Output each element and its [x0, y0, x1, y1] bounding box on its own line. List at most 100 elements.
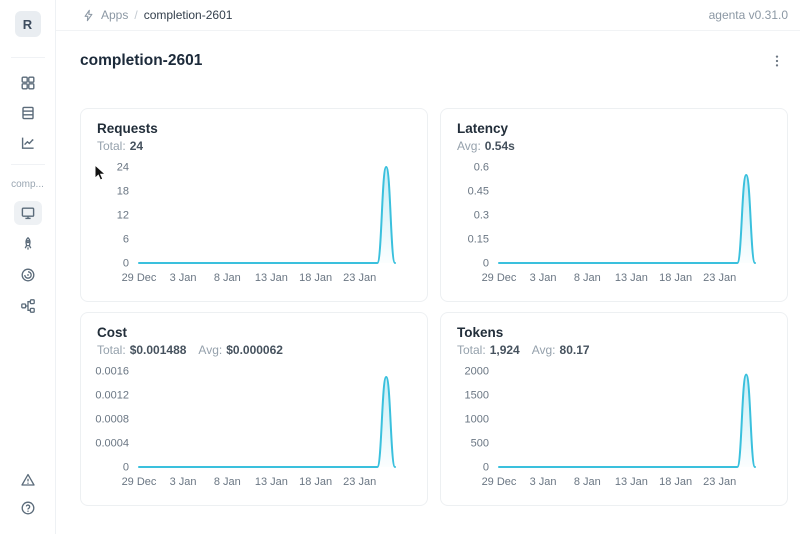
sidebar-item-deployment[interactable]: [14, 232, 42, 256]
sidebar-item-observability[interactable]: [14, 263, 42, 287]
breadcrumb: Apps / completion-2601: [82, 8, 232, 22]
avatar[interactable]: R: [14, 11, 41, 37]
charts-grid: Requests Total: 24 0 6 12 18 24 29 Dec 3 Jan 8 J…: [80, 108, 788, 506]
sidebar-item-alerts[interactable]: [14, 468, 42, 492]
stat-avg: Avg: $0.000062: [198, 343, 283, 357]
tokens-chart: 0 500 1000 1500 2000 29 Dec 3 Jan 8 Jan 13 Jan 18…: [465, 366, 756, 488]
card-title: Cost: [97, 325, 127, 340]
sidebar-item-apps[interactable]: [14, 71, 42, 95]
sidebar-item-analytics[interactable]: [14, 131, 42, 155]
svg-text:0.15: 0.15: [468, 234, 489, 246]
breadcrumb-separator: /: [134, 8, 138, 22]
svg-text:29 Dec: 29 Dec: [122, 272, 157, 284]
svg-text:12: 12: [117, 210, 129, 222]
cost-chart: 0 0.0004 0.0008 0.0012 0.0016 29 Dec 3 Jan 8 Ja…: [95, 366, 396, 488]
stat-total: Total: 1,924: [457, 343, 520, 357]
stat-total: Total: 24: [97, 139, 144, 153]
breadcrumb-apps-link[interactable]: Apps: [101, 8, 129, 22]
stat-avg: Avg: 80.17: [531, 343, 590, 357]
analytics-chart-icon: [20, 135, 36, 151]
sidebar-section-label: comp...: [11, 179, 44, 190]
sidebar-divider: [10, 57, 45, 58]
svg-text:24: 24: [117, 162, 129, 174]
requests-chart: 0 6 12 18 24 29 Dec 3 Jan 8 Jan 13 Jan 18 Jan 23 J…: [117, 162, 396, 284]
svg-text:18 Jan: 18 Jan: [299, 272, 332, 284]
svg-text:18 Jan: 18 Jan: [299, 476, 332, 488]
card-stats: Avg: 0.54s: [457, 139, 771, 153]
traces-tree-icon: [20, 298, 36, 314]
card-title: Requests: [97, 121, 158, 136]
alerts-warning-icon: [20, 472, 36, 488]
svg-text:1000: 1000: [465, 414, 489, 426]
apps-grid-icon: [20, 75, 36, 91]
svg-text:0: 0: [483, 258, 489, 270]
cost-card: Cost Total: $0.001488 Avg: $0.000062 0 0.000…: [80, 312, 428, 506]
sidebar-bottom-nav: [14, 468, 42, 520]
card-stats: Total: 1,924 Avg: 80.17: [457, 343, 771, 357]
svg-text:3 Jan: 3 Jan: [170, 272, 197, 284]
latency-chart: 0 0.15 0.3 0.45 0.6 29 Dec 3 Jan 8 Jan 13 Jan 18 …: [468, 162, 756, 284]
card-title: Tokens: [457, 325, 504, 340]
svg-text:0.0016: 0.0016: [95, 366, 129, 378]
svg-text:18: 18: [117, 186, 129, 198]
svg-text:23 Jan: 23 Jan: [343, 476, 376, 488]
kebab-menu-icon[interactable]: [766, 50, 788, 72]
svg-text:8 Jan: 8 Jan: [574, 476, 601, 488]
app-version: agenta v0.31.0: [708, 8, 788, 22]
card-title: Latency: [457, 121, 509, 136]
svg-text:8 Jan: 8 Jan: [214, 272, 241, 284]
breadcrumb-current: completion-2601: [143, 8, 233, 22]
svg-text:29 Dec: 29 Dec: [482, 272, 517, 284]
sidebar-app-nav: [13, 201, 42, 318]
svg-text:13 Jan: 13 Jan: [615, 476, 648, 488]
sidebar-item-traces[interactable]: [14, 294, 42, 318]
svg-text:18 Jan: 18 Jan: [659, 272, 692, 284]
flash-icon: [82, 9, 95, 22]
svg-text:0.45: 0.45: [468, 186, 489, 198]
card-stats: Total: 24: [97, 139, 411, 153]
svg-text:3 Jan: 3 Jan: [530, 272, 557, 284]
overview-monitor-icon: [20, 205, 36, 221]
svg-text:23 Jan: 23 Jan: [343, 272, 376, 284]
svg-text:13 Jan: 13 Jan: [615, 272, 648, 284]
tokens-card: Tokens Total: 1,924 Avg: 80.17 0 500 1000 1500…: [440, 312, 788, 506]
svg-text:500: 500: [471, 438, 489, 450]
svg-text:23 Jan: 23 Jan: [703, 476, 736, 488]
card-stats: Total: $0.001488 Avg: $0.000062: [97, 343, 411, 357]
svg-text:0.6: 0.6: [474, 162, 489, 174]
page-header: completion-2601: [80, 50, 788, 72]
sidebar-main-nav: [14, 71, 42, 155]
svg-text:13 Jan: 13 Jan: [255, 476, 288, 488]
svg-text:0: 0: [123, 258, 129, 270]
svg-text:8 Jan: 8 Jan: [574, 272, 601, 284]
svg-text:6: 6: [123, 234, 129, 246]
help-question-icon: [20, 500, 36, 516]
svg-text:0.0008: 0.0008: [95, 414, 129, 426]
svg-text:3 Jan: 3 Jan: [170, 476, 197, 488]
svg-text:0.0004: 0.0004: [95, 438, 129, 450]
sidebar-divider: [10, 164, 45, 165]
svg-text:23 Jan: 23 Jan: [703, 272, 736, 284]
svg-text:2000: 2000: [465, 366, 489, 378]
requests-card: Requests Total: 24 0 6 12 18 24 29 Dec 3 Jan 8 J…: [80, 108, 428, 302]
testsets-table-icon: [20, 105, 36, 121]
svg-text:18 Jan: 18 Jan: [659, 476, 692, 488]
deployment-rocket-icon: [20, 236, 36, 252]
svg-text:8 Jan: 8 Jan: [214, 476, 241, 488]
svg-text:0.0012: 0.0012: [95, 390, 129, 402]
svg-text:0: 0: [483, 462, 489, 474]
top-bar: Apps / completion-2601 agenta v0.31.0: [56, 0, 800, 31]
svg-text:13 Jan: 13 Jan: [255, 272, 288, 284]
page-title: completion-2601: [80, 52, 203, 69]
svg-text:1500: 1500: [465, 390, 489, 402]
svg-text:29 Dec: 29 Dec: [122, 476, 157, 488]
latency-card: Latency Avg: 0.54s 0 0.15 0.3 0.45 0.6 29 Dec 3…: [440, 108, 788, 302]
svg-text:0.3: 0.3: [474, 210, 489, 222]
sidebar: R: [0, 0, 56, 534]
sidebar-item-help[interactable]: [14, 496, 42, 520]
stat-avg: Avg: 0.54s: [457, 139, 515, 153]
sidebar-item-testsets[interactable]: [14, 101, 42, 125]
sidebar-item-overview[interactable]: [13, 201, 42, 225]
svg-text:0: 0: [123, 462, 129, 474]
svg-text:3 Jan: 3 Jan: [530, 476, 557, 488]
